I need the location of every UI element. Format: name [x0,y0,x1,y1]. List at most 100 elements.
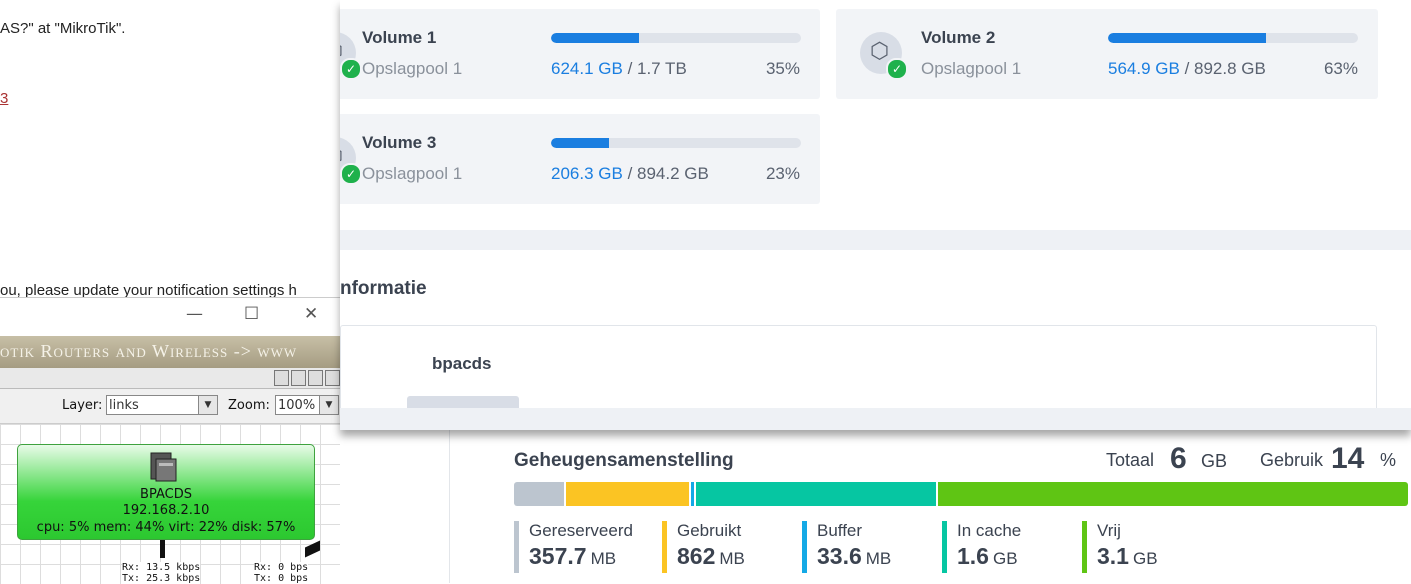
layer-select[interactable]: links ▼ [106,395,218,415]
volume-name: Volume 3 [362,133,437,152]
email-text-line: ou, please update your notification sett… [0,282,297,299]
volume-card[interactable]: ⬡ ✓ Volume 1 Opslagpool 1 624.1 GB / 1.7… [340,9,820,99]
value-unit: GB [1132,549,1158,568]
network-map[interactable]: BPACDS 192.168.2.10 cpu: 5% mem: 44% vir… [0,424,340,584]
mikrotik-banner: otik Routers and Wireless -> www [0,336,340,368]
memory-segment [691,482,697,506]
memory-title: Geheugensamenstelling [514,450,734,471]
legend-value: 33.6 MB [817,543,891,570]
chevron-down-icon[interactable]: ▼ [319,396,338,414]
volume-usage: 624.1 GB / 1.7 TB [551,59,687,79]
value-number: 3.1 [1097,543,1129,569]
link-traffic: Rx: 13.5 kbps Tx: 25.3 kbps [122,562,201,584]
volume-percent: 35% [765,59,800,78]
value-unit: MB [590,549,617,568]
traffic-rx: Rx: 0 bps [254,562,309,573]
zoom-select[interactable]: 100% ▼ [275,395,339,415]
device-stats: cpu: 5% mem: 44% virt: 22% disk: 57% [36,520,296,535]
zoom-label: Zoom: [228,398,270,413]
legend-label: Vrij [1097,521,1121,540]
legend-reserved: Gereserveerd 357.7 MB [514,521,633,573]
used-value: 206.3 GB [551,164,623,183]
value-number: 1.6 [957,543,989,569]
legend-value: 3.1 GB [1097,543,1158,570]
legend-cache: In cache 1.6 GB [942,521,1021,573]
host-name: bpacds [432,354,492,373]
legend-value: 862 MB [677,543,745,570]
memory-segment [937,482,1408,506]
close-icon[interactable]: ✕ [304,304,319,324]
total-value: / 1.7 TB [627,59,687,78]
volume-percent: 63% [1323,59,1358,78]
network-link[interactable] [160,540,165,558]
total-value: / 894.2 GB [627,164,709,183]
device-ip: 192.168.2.10 [122,503,210,518]
volume-name: Volume 2 [921,28,996,47]
volume-card[interactable]: ⬡ ✓ Volume 3 Opslagpool 1 206.3 GB / 894… [340,114,820,204]
traffic-rx: Rx: 13.5 kbps [122,562,201,573]
memory-segment [565,482,691,506]
value-number: 33.6 [817,543,862,569]
email-window: AS?" at "MikroTik". 3 ou, please update … [0,0,340,300]
mikrotik-window: — ☐ ✕ otik Routers and Wireless -> www L… [0,297,340,584]
legend-buffer: Buffer 33.6 MB [802,521,891,573]
info-title: nformatie [340,278,427,299]
layout-button[interactable] [291,370,306,386]
volume-usage-bar [551,138,801,148]
usage-unit: % [1380,450,1397,470]
usage-fill [551,138,609,148]
cube-icon: ⬡ [340,40,343,64]
total-value: / 892.8 GB [1184,59,1266,78]
layer-value: links [109,398,139,413]
email-link[interactable]: 3 [0,90,9,107]
storage-window: ⬡ ✓ Volume 1 Opslagpool 1 624.1 GB / 1.7… [340,0,1411,430]
device-name: BPACDS [140,487,192,502]
value-number: 357.7 [529,543,587,569]
volume-usage: 206.3 GB / 894.2 GB [551,164,709,184]
check-icon: ✓ [886,58,908,80]
memory-bar [514,482,1408,506]
value-unit: GB [992,549,1018,568]
volume-status: ⬡ ✓ [860,32,908,80]
volume-pool: Opslagpool 1 [362,164,463,183]
traffic-tx: Tx: 0 bps [254,573,309,584]
banner-text: otik Routers and Wireless -> www [0,341,298,361]
layout-button[interactable] [274,370,289,386]
layout-button[interactable] [308,370,323,386]
volume-pool: Opslagpool 1 [921,59,1022,78]
divider [449,430,450,583]
volumes-panel: ⬡ ✓ Volume 1 Opslagpool 1 624.1 GB / 1.7… [340,0,1411,230]
volume-pool: Opslagpool 1 [362,59,463,78]
volume-usage-bar [1108,33,1358,43]
total-label: Totaal [1106,450,1155,470]
layout-button[interactable] [325,370,340,386]
legend-used: Gebruikt 862 MB [662,521,745,573]
map-toolbar: Layer: links ▼ Zoom: 100% ▼ [0,389,340,424]
layer-label: Layer: [62,398,103,413]
cube-icon: ⬡ [340,145,343,169]
legend-free: Vrij 3.1 GB [1082,521,1158,573]
volume-usage-bar [551,33,801,43]
legend-label: Gereserveerd [529,521,633,540]
memory-segment [696,482,938,506]
network-link[interactable] [305,540,320,558]
total-value: 6 [1170,442,1187,475]
legend-label: Gebruikt [677,521,742,540]
volume-usage: 564.9 GB / 892.8 GB [1108,59,1266,79]
traffic-tx: Tx: 25.3 kbps [122,573,201,584]
volume-status: ⬡ ✓ [340,137,362,185]
volume-percent: 23% [765,164,800,183]
mikrotik-titlebar: — ☐ ✕ [0,298,340,336]
minimize-icon[interactable]: — [186,304,203,324]
device-node[interactable]: BPACDS 192.168.2.10 cpu: 5% mem: 44% vir… [17,444,315,540]
value-number: 862 [677,543,716,569]
chevron-down-icon[interactable]: ▼ [198,396,217,414]
usage-fill [551,33,639,43]
used-value: 624.1 GB [551,59,623,78]
maximize-icon[interactable]: ☐ [244,304,260,324]
memory-segment [514,482,566,506]
usage-fill [1108,33,1266,43]
volume-card[interactable]: ⬡ ✓ Volume 2 Opslagpool 1 564.9 GB / 892… [836,9,1378,99]
value-unit: MB [719,549,745,568]
link-traffic: Rx: 0 bps Tx: 0 bps [254,562,309,584]
